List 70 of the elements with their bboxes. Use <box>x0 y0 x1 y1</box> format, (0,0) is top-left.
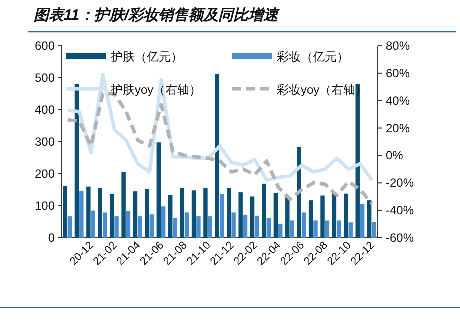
y-tick-label: 400 <box>34 103 56 117</box>
legend-label: 彩妆yoy（右轴） <box>277 83 368 97</box>
y2-tick-label: -40% <box>386 204 414 218</box>
legend-label: 护肤yoy（右轴） <box>110 83 202 97</box>
y2-tick-label: 0% <box>386 148 404 163</box>
bar <box>266 218 272 238</box>
bar <box>150 214 154 238</box>
y2-tick-label: 60% <box>386 66 410 80</box>
bar <box>110 194 114 238</box>
bar <box>80 190 84 238</box>
chart-title: 图表11：护肤/彩妆销售额及同比增速 <box>34 6 281 24</box>
bar <box>372 222 376 238</box>
bar <box>215 74 220 238</box>
bar <box>68 216 72 238</box>
bar <box>302 212 306 238</box>
bar <box>320 196 325 238</box>
bar <box>286 198 290 238</box>
bar <box>227 188 232 238</box>
bar <box>114 216 119 238</box>
y2-tick-label: 80% <box>386 39 410 53</box>
bar <box>344 194 348 238</box>
bar <box>156 142 162 238</box>
bar <box>278 224 283 238</box>
bar <box>308 200 314 238</box>
bar <box>196 216 201 238</box>
bar <box>325 220 330 238</box>
bar <box>161 206 166 238</box>
bar <box>255 216 260 238</box>
bar <box>220 194 224 238</box>
bar <box>360 204 365 238</box>
bar <box>145 189 150 238</box>
y2-tick-label: -20% <box>386 176 414 190</box>
legend-label: 彩妆（亿元） <box>277 50 349 64</box>
bar <box>173 218 178 238</box>
bar <box>180 188 184 238</box>
y-tick-label: 300 <box>34 135 56 149</box>
y-tick-label: 200 <box>34 167 56 181</box>
bar <box>250 196 255 238</box>
legend-label: 护肤（亿元） <box>110 50 183 64</box>
y-tick-label: 500 <box>34 71 56 85</box>
bar <box>337 220 342 238</box>
bar <box>204 188 208 238</box>
bar <box>91 210 96 238</box>
bar <box>168 195 173 238</box>
bar <box>122 172 126 238</box>
bar <box>238 192 243 238</box>
bar <box>63 186 68 238</box>
bar <box>192 190 196 238</box>
bar <box>86 186 91 238</box>
bar <box>243 214 248 238</box>
bar <box>208 216 213 238</box>
bar <box>348 222 353 238</box>
bar <box>262 184 266 238</box>
y-tick-label: 100 <box>34 199 56 213</box>
bar <box>184 212 190 238</box>
bar <box>126 211 131 238</box>
y2-tick-label: -60% <box>386 231 414 245</box>
bar <box>102 212 108 238</box>
bar <box>367 200 372 238</box>
y2-tick-label: 20% <box>386 121 410 136</box>
bar <box>133 192 138 238</box>
bar <box>314 220 318 238</box>
bar <box>232 212 236 238</box>
y-tick-label: 0 <box>48 231 56 245</box>
bar <box>138 216 142 238</box>
bar <box>98 188 102 238</box>
bar <box>274 193 278 238</box>
y2-tick-label: 40% <box>386 94 410 108</box>
y-tick-label: 600 <box>34 39 56 53</box>
bar <box>290 220 294 238</box>
